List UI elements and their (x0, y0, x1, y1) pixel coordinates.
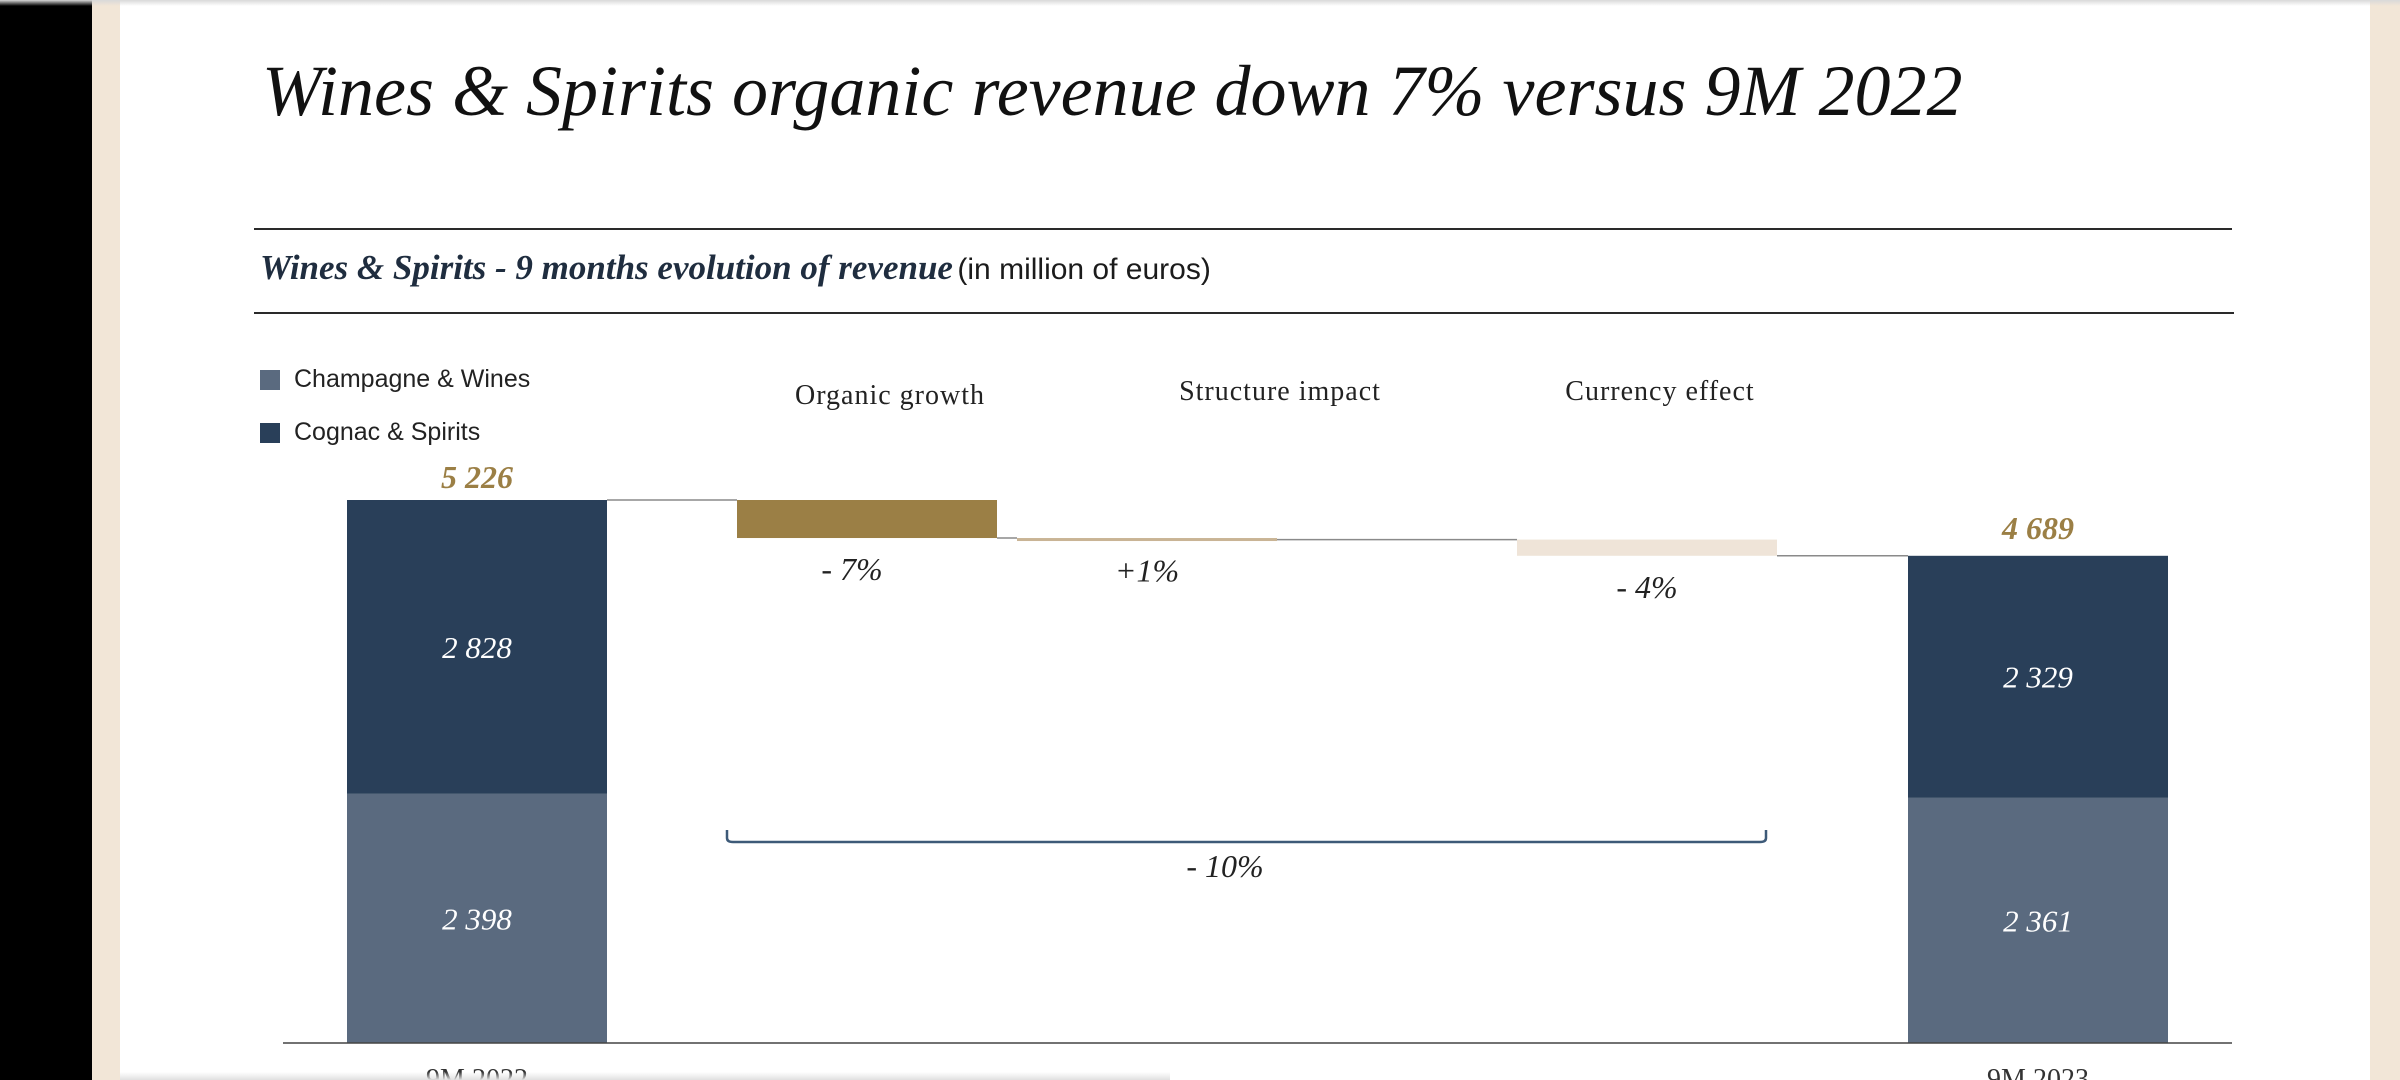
bar-organic-growth (737, 500, 997, 539)
label-start-cognac: 2 828 (442, 630, 512, 665)
label-organic-growth: - 7% (821, 551, 882, 587)
header-organic-growth: Organic growth (795, 380, 985, 411)
bracket (725, 830, 1768, 844)
bar-end-champagne (1908, 797, 2168, 1043)
header-currency-effect: Currency effect (1565, 376, 1755, 407)
legend-item-champagne: Champagne & Wines (260, 365, 530, 394)
top-shadow (0, 0, 2400, 6)
bar-currency-effect (1517, 539, 1777, 556)
legend-swatch-champagne (260, 369, 280, 390)
waterfall-chart: 2 828 2 398 5 226 - 7% +1% - 4% 2 329 2 361 4 68… (283, 459, 2232, 1080)
legend-swatch-cognac (260, 422, 280, 443)
legend-label-champagne: Champagne & Wines (294, 365, 531, 393)
label-end-champagne: 2 361 (2003, 903, 2073, 938)
slide: Wines & Spirits organic revenue down 7% … (120, 0, 2370, 1080)
divider-top (254, 228, 2232, 230)
bar-structure-impact (1017, 538, 1277, 542)
page-title: Wines & Spirits organic revenue down 7% … (262, 51, 1963, 131)
label-end-total: 4 689 (2001, 510, 2074, 546)
tick-label-end: 9M 2023 (1987, 1064, 2089, 1080)
chart-subtitle-main: Wines & Spirits - 9 months evolution of … (260, 248, 953, 287)
bar-end-cognac (1908, 555, 2168, 798)
legend-label-cognac: Cognac & Spirits (294, 418, 481, 446)
label-end-cognac: 2 329 (2003, 660, 2073, 695)
left-margin (92, 0, 120, 1080)
header-structure-impact: Structure impact (1179, 376, 1381, 407)
chart-subtitle: Wines & Spirits - 9 months evolution of … (260, 248, 1211, 288)
legend-item-cognac: Cognac & Spirits (260, 418, 480, 447)
right-margin (2370, 0, 2400, 1080)
divider-bottom (254, 312, 2234, 314)
chart-subtitle-unit: (in million of euros) (957, 253, 1211, 286)
label-start-total: 5 226 (441, 459, 513, 495)
label-structure-impact: +1% (1115, 553, 1179, 589)
label-bracket: - 10% (1186, 848, 1263, 884)
bar-start-champagne (347, 793, 607, 1043)
bottom-shadow (120, 1072, 1170, 1080)
bar-start-cognac (347, 500, 607, 794)
left-border (0, 0, 92, 1080)
label-currency-effect: - 4% (1616, 569, 1677, 605)
label-start-champagne: 2 398 (442, 901, 512, 936)
